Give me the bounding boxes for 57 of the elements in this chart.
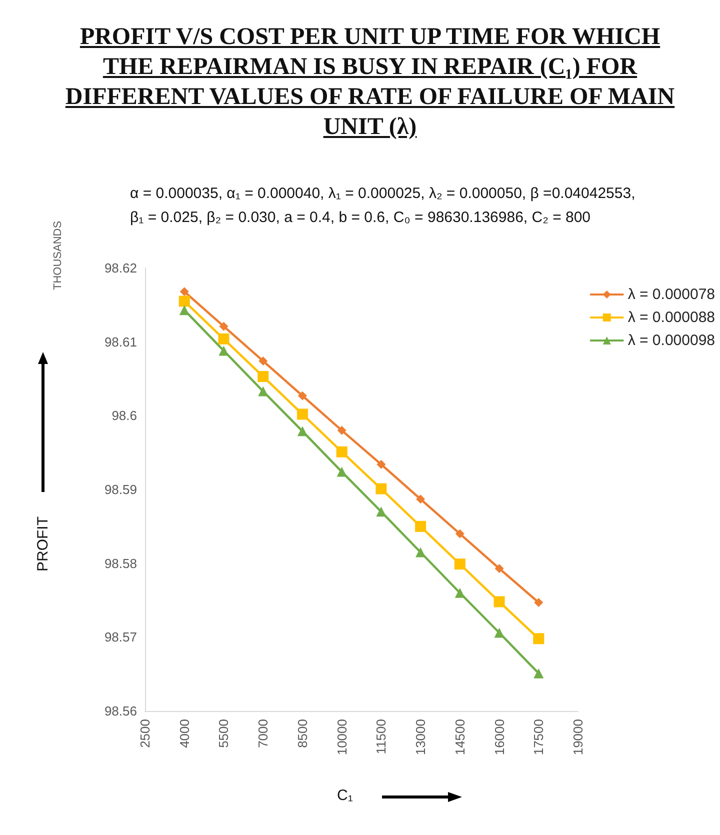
y-tick-label: 98.62 <box>104 260 137 276</box>
x-axis-title: C₁ <box>337 787 353 804</box>
point <box>337 426 346 435</box>
point <box>180 287 189 296</box>
point <box>297 426 308 436</box>
x-tick-label: 17500 <box>531 719 546 756</box>
point <box>218 346 229 356</box>
x-tick-label: 16000 <box>492 719 507 756</box>
x-tick-label: 2500 <box>138 719 152 748</box>
y-tick-label: 98.57 <box>104 630 137 645</box>
y-tick-label: 98.59 <box>104 482 137 497</box>
point <box>258 371 269 382</box>
point <box>455 529 464 538</box>
y-tick-label: 98.58 <box>104 556 137 571</box>
point <box>178 296 190 307</box>
y-tick-label: 98.61 <box>104 334 137 350</box>
x-tick-label: 11500 <box>374 719 389 754</box>
point <box>454 558 466 570</box>
legend-label: λ = 0.000078 <box>628 286 716 303</box>
point <box>416 494 426 504</box>
point <box>533 633 544 644</box>
point <box>336 446 348 458</box>
point <box>258 386 268 396</box>
x-tick-label: 7000 <box>256 719 271 748</box>
point <box>534 598 544 607</box>
point <box>494 564 504 573</box>
x-tick-label: 5500 <box>216 719 232 748</box>
point <box>219 322 228 331</box>
point <box>416 547 426 558</box>
chart-subtitle: α = 0.000035, α₁ = 0.000040, λ₁ = 0.000025, λ₂ = 0.000050, β =0.04042553, β₁ = 0.025, β₂ = 0.030, a = 0.4, b = 0.6, C₀ = 98630.136986, C₂ = 800 <box>130 184 636 228</box>
point <box>376 460 386 469</box>
legend-label: λ = 0.000098 <box>628 332 716 349</box>
chart-title: PROFIT V/S COST PER UNIT UP TIME FOR WHICH THE REPAIRMAN IS BUSY IN REPAIR (C₁) FOR DIFFERENT VALUES OF RATE OF FAILURE OF MAIN UNIT (λ) <box>64 23 676 142</box>
point <box>534 668 544 678</box>
x-tick-label: 14500 <box>452 719 468 756</box>
x-tick-label: 8500 <box>294 719 310 748</box>
point <box>336 466 347 477</box>
x-tick-label: 4000 <box>176 719 192 748</box>
point <box>454 588 465 598</box>
y-axis-title: PROFIT <box>34 516 52 572</box>
point <box>179 305 190 316</box>
point <box>296 408 308 420</box>
point <box>494 628 504 638</box>
point <box>258 356 268 366</box>
point <box>218 333 230 344</box>
point <box>376 483 387 494</box>
y-tick-label: 98.6 <box>112 408 137 424</box>
x-tick-label: 13000 <box>413 719 428 756</box>
text: THOUSANDS <box>52 220 64 290</box>
x-tick-label: 19000 <box>570 719 586 756</box>
y-tick-label: 98.56 <box>104 704 137 718</box>
point <box>298 391 307 400</box>
legend-label: λ = 0.000088 <box>628 309 716 326</box>
point <box>376 506 386 517</box>
point <box>494 596 505 608</box>
point <box>415 520 426 532</box>
x-tick-label: 10000 <box>334 719 350 756</box>
